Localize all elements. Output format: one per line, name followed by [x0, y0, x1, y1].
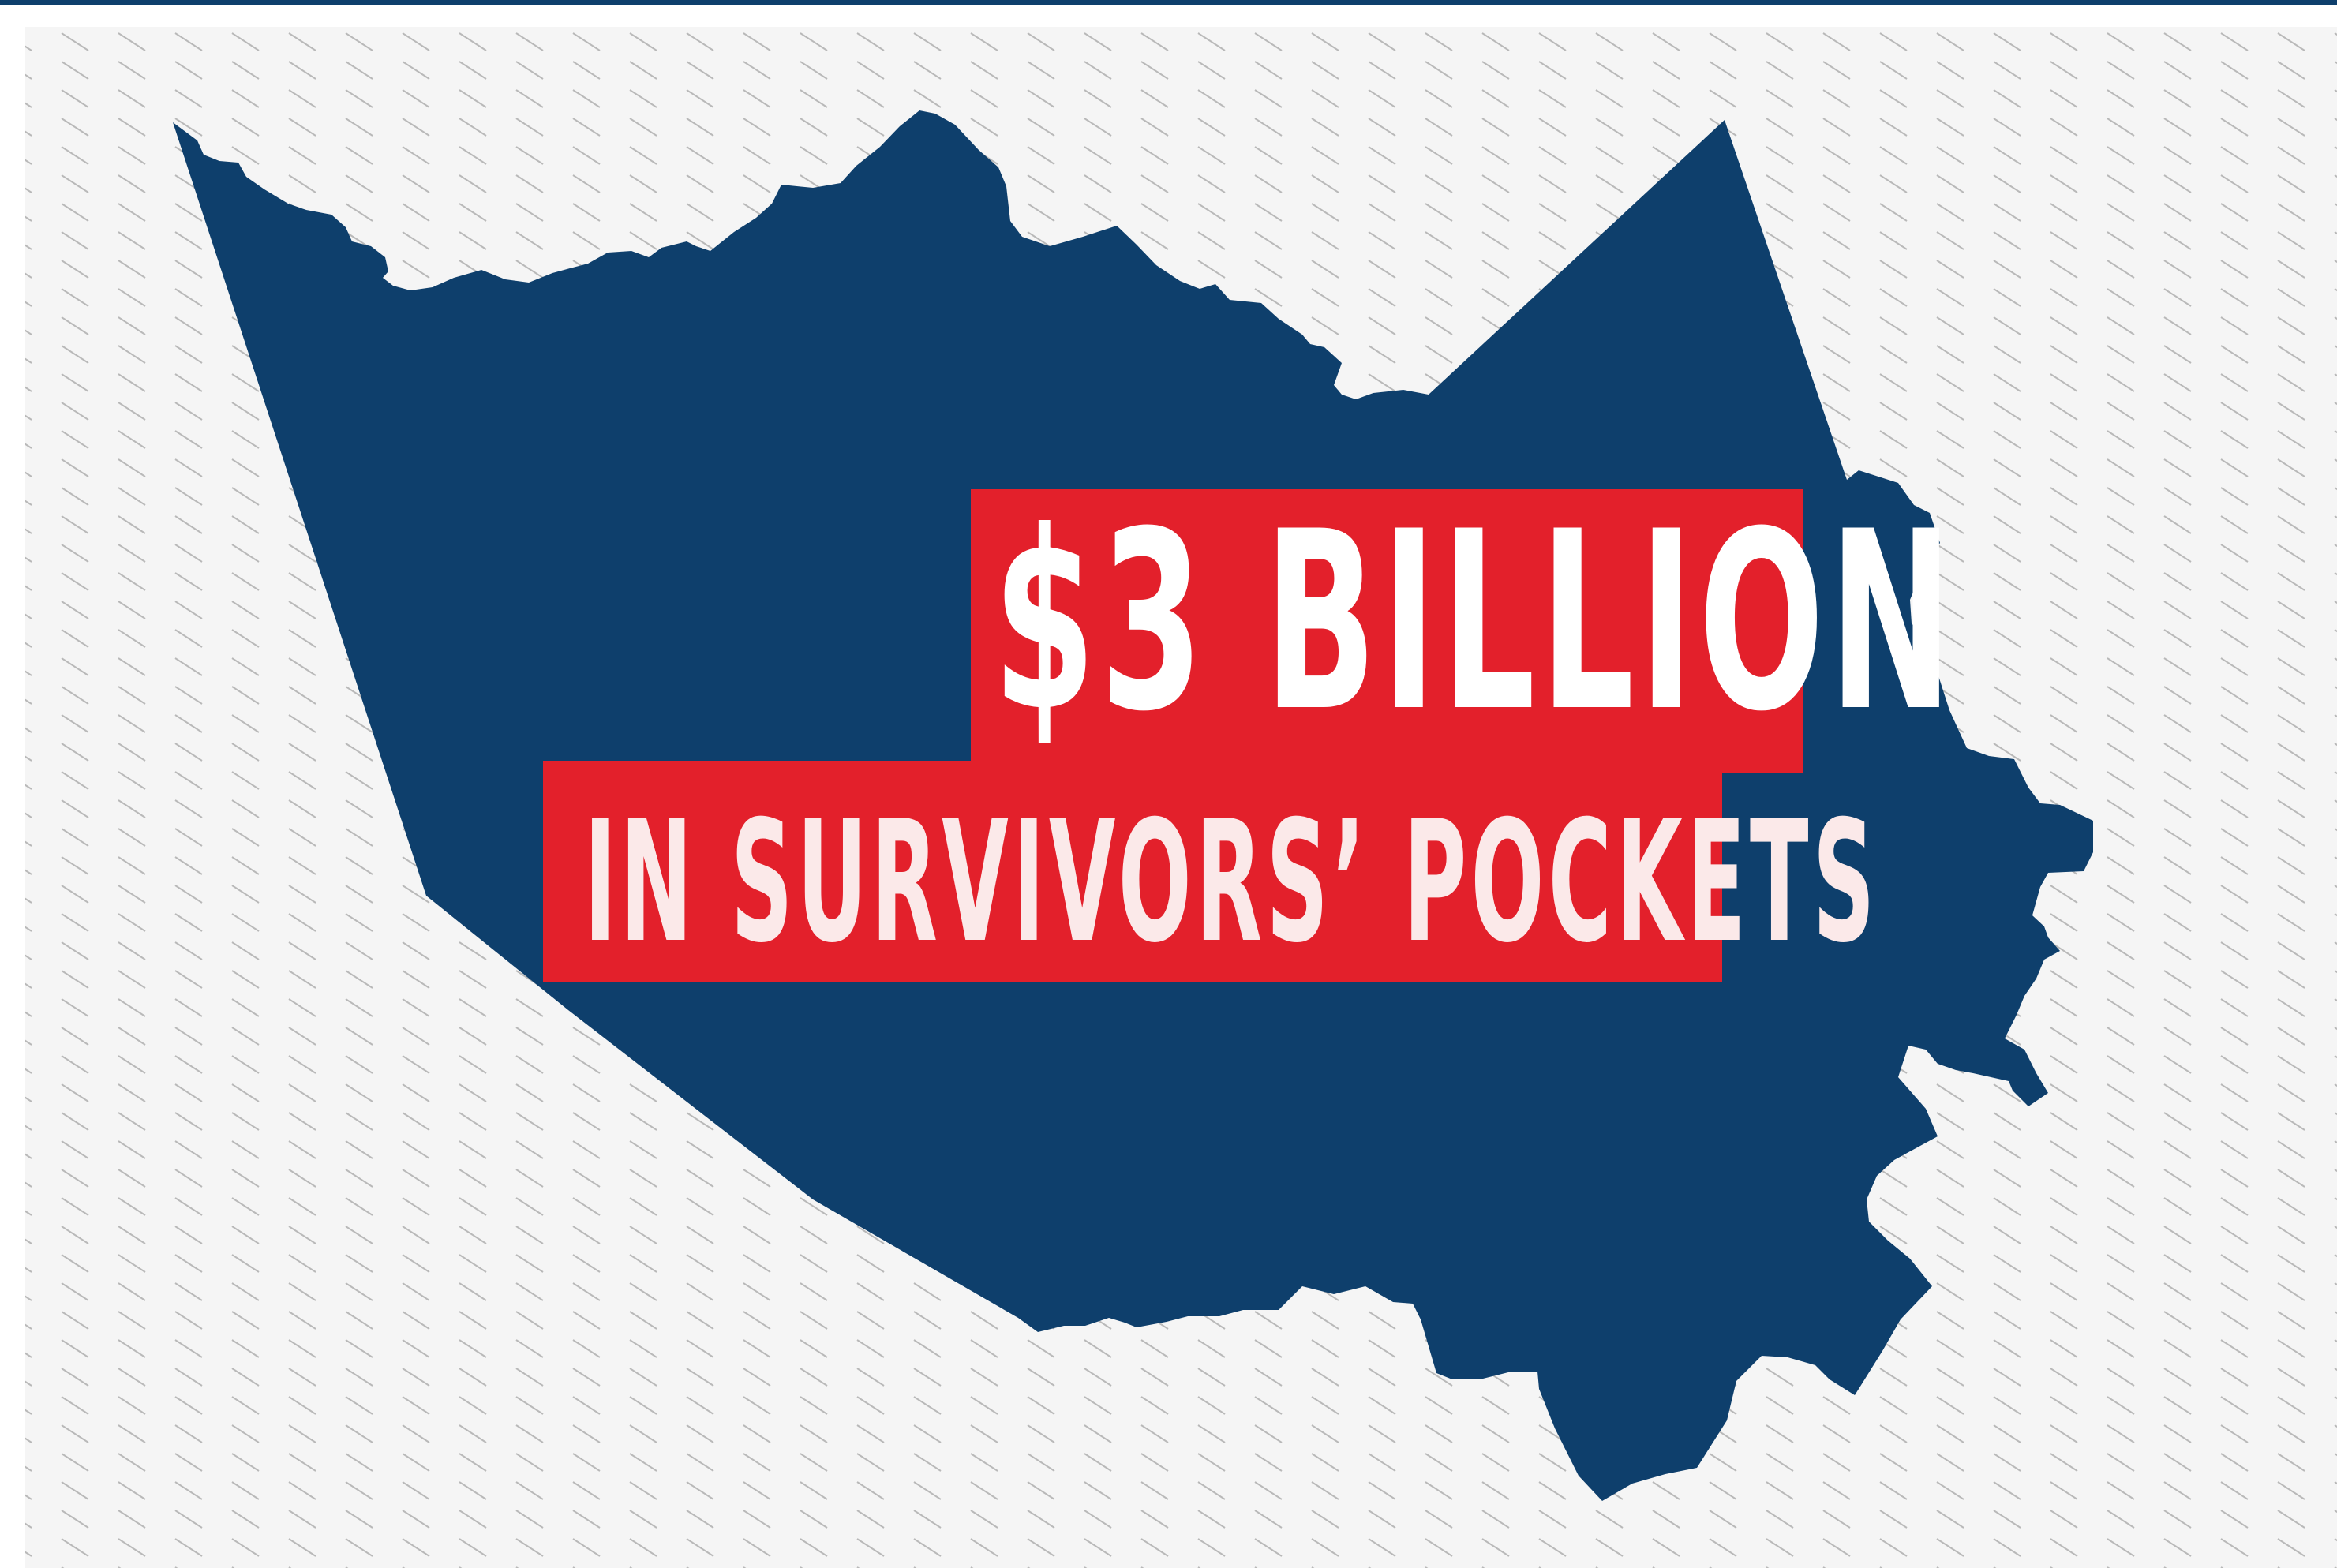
subline-banner — [543, 761, 1722, 982]
headline-amount: $3 BILLION — [993, 478, 1958, 765]
headline-subline: IN SURVIVORS’ POCKETS — [584, 784, 1879, 979]
top-rule — [0, 0, 2337, 5]
amount-banner — [971, 489, 1803, 773]
